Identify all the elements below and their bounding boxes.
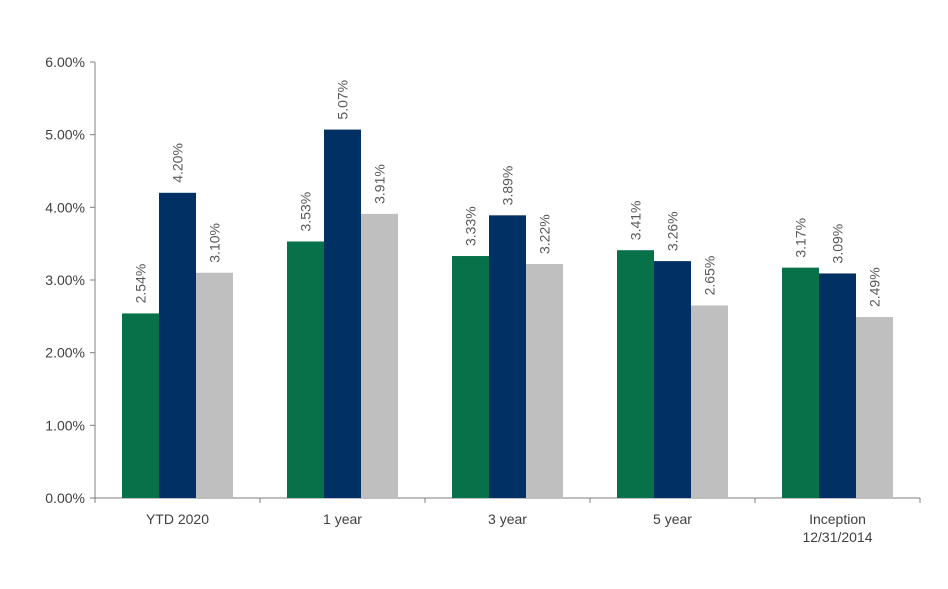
x-tick-label: 5 year [653, 511, 692, 527]
bar [196, 272, 233, 498]
data-label: 4.20% [170, 143, 186, 183]
x-tick-label: YTD 2020 [146, 511, 209, 527]
y-tick-label: 0.00% [45, 490, 85, 506]
y-tick-label: 4.00% [45, 199, 85, 215]
bar [526, 264, 563, 498]
data-label: 3.17% [793, 218, 809, 258]
bar [617, 250, 654, 498]
data-label: 3.41% [628, 201, 644, 241]
data-label: 5.07% [335, 80, 351, 120]
y-axis: 0.00% 1.00% 2.00% 3.00% 4.00% 5.00% 6.00% [45, 54, 96, 506]
data-label: 3.33% [463, 206, 479, 246]
bar [122, 313, 159, 498]
bar [691, 305, 728, 498]
y-tick-label: 3.00% [45, 272, 85, 288]
data-label: 2.65% [702, 256, 718, 296]
bar [452, 256, 489, 498]
data-label: 3.09% [830, 224, 846, 264]
x-axis: YTD 2020 1 year 3 year 5 year Inception 12/31… [94, 497, 921, 545]
y-tick-label: 1.00% [45, 417, 85, 433]
bar [361, 213, 398, 498]
data-labels: 2.54% 4.20% 3.10% 3.53% 5.07% 3.91% 3.33% 3.89%… [133, 80, 883, 307]
x-tick-label: 3 year [488, 511, 527, 527]
bar [654, 261, 691, 498]
bar [782, 267, 819, 498]
bar [287, 241, 324, 498]
y-tick-label: 5.00% [45, 127, 85, 143]
data-label: 3.26% [665, 211, 681, 251]
bar [856, 317, 893, 498]
data-label: 3.22% [537, 214, 553, 254]
bar [324, 129, 361, 498]
data-label: 2.54% [133, 264, 149, 304]
y-tick-label: 2.00% [45, 345, 85, 361]
bar [819, 273, 856, 498]
data-label: 3.89% [500, 166, 516, 206]
data-label: 3.10% [207, 223, 223, 263]
data-label: 3.91% [372, 164, 388, 204]
data-label: 3.53% [298, 192, 314, 232]
x-tick-label: 1 year [323, 511, 362, 527]
y-tick-label: 6.00% [45, 54, 85, 70]
x-tick-label: Inception [809, 511, 866, 527]
x-tick-label: 12/31/2014 [802, 529, 872, 545]
bar [489, 215, 526, 498]
bar [159, 192, 196, 499]
bars [122, 129, 893, 499]
data-label: 2.49% [867, 267, 883, 307]
